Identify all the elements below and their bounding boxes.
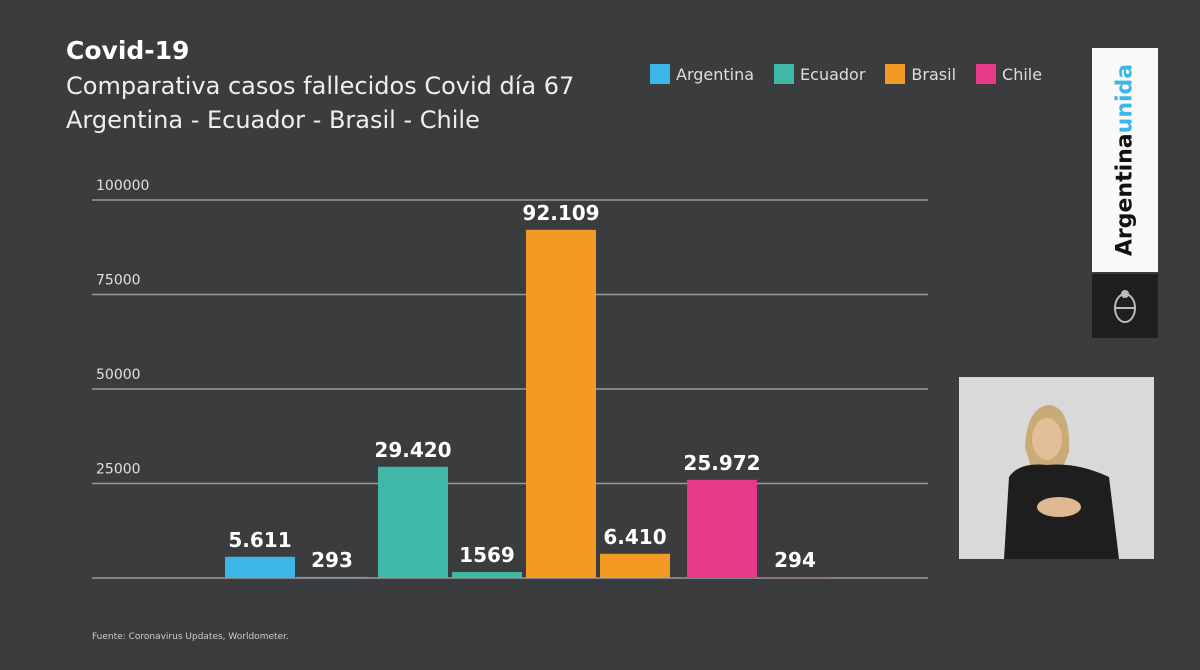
chart-title: Covid-19 — [66, 36, 190, 65]
source-note: Fuente: Coronavirus Updates, Worldometer… — [92, 632, 289, 642]
y-tick-label: 50000 — [96, 367, 141, 383]
y-tick-label: 100000 — [96, 178, 149, 194]
sign-language-interpreter-video — [959, 377, 1154, 559]
legend-item-argentina: Argentina — [650, 64, 754, 84]
argentina-unida-logo: Argentinaunida — [1092, 48, 1158, 338]
coat-of-arms-icon — [1092, 274, 1158, 338]
bar-brasil — [526, 229, 596, 578]
legend-swatch — [650, 64, 670, 84]
legend-label: Brasil — [911, 64, 957, 84]
legend-swatch — [885, 64, 906, 84]
bar-value-label: 92.109 — [522, 201, 599, 225]
legend-item-brasil: Brasil — [885, 64, 956, 84]
bar-value-label: 29.420 — [374, 438, 451, 462]
legend-swatch — [976, 64, 997, 84]
bar-argentina — [225, 556, 295, 578]
legend-item-chile: Chile — [976, 64, 1042, 84]
legend-label: Argentina — [676, 64, 755, 84]
legend-item-ecuador: Ecuador — [774, 64, 865, 84]
logo-text: Argentina — [1112, 133, 1138, 257]
y-tick-label: 75000 — [96, 273, 141, 289]
bar-chile — [760, 576, 830, 578]
chart-subtitle: Comparativa casos fallecidos Covid día 6… — [66, 72, 575, 100]
legend-label: Chile — [1002, 64, 1043, 84]
chart-subtitle-countries: Argentina - Ecuador - Brasil - Chile — [66, 106, 480, 134]
bar-ecuador — [452, 572, 522, 578]
bar-value-label: 6.410 — [603, 525, 666, 549]
legend-label: Ecuador — [800, 64, 866, 84]
logo-accent-text: unida — [1112, 63, 1138, 134]
bar-value-label: 294 — [774, 548, 816, 572]
bar-value-label: 25.972 — [683, 451, 760, 475]
y-tick-label: 25000 — [96, 462, 141, 478]
bar-chile — [687, 479, 757, 578]
bar-value-label: 1569 — [459, 543, 515, 567]
bar-value-label: 293 — [311, 548, 353, 572]
bar-brasil — [600, 553, 670, 578]
bar-argentina — [297, 576, 367, 578]
bar-ecuador — [378, 466, 448, 578]
legend-swatch — [774, 64, 795, 84]
bar-value-label: 5.611 — [228, 528, 291, 552]
legend: Argentina Ecuador Brasil Chile — [650, 64, 1042, 84]
